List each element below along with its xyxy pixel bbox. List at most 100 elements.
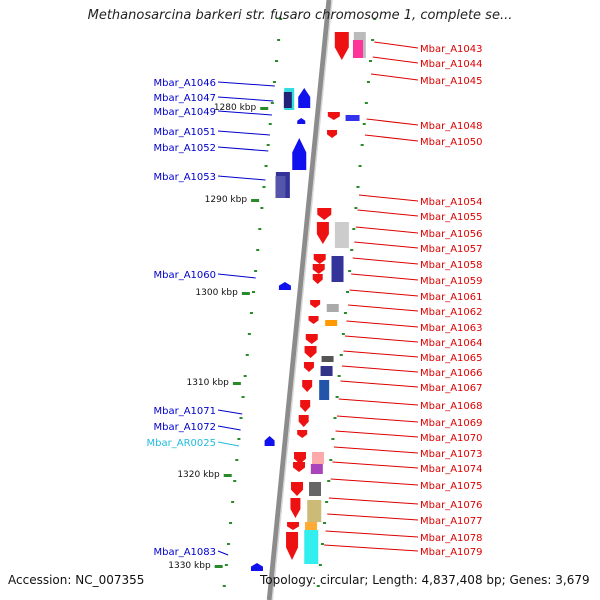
gene-block (345, 115, 360, 121)
guide-dot (325, 501, 329, 503)
gene-label-forward: Mbar_A1054 (420, 197, 483, 208)
gene-block (312, 452, 325, 464)
gene-label-forward: Mbar_A1065 (420, 353, 483, 364)
leader-line (346, 320, 419, 328)
leader-line (217, 96, 274, 102)
gene-label-reverse: Mbar_A1060 (153, 270, 216, 281)
gene-arrow (310, 300, 321, 308)
gene-labels: Mbar_A1043 Mbar_A1044 Mbar_A1045 Mbar_A1048… (147, 44, 483, 558)
gene-label-forward: Mbar_A1044 (420, 59, 483, 70)
leader-line (217, 175, 266, 181)
gene-label-forward: Mbar_A1045 (420, 76, 483, 87)
gene-arrow (316, 222, 329, 244)
leader-line (335, 430, 419, 438)
gene-block (319, 380, 330, 400)
gene-label-forward: Mbar_A1055 (420, 212, 483, 223)
leader-line (327, 513, 419, 521)
guide-dot (318, 564, 322, 566)
guide-dot (316, 585, 320, 587)
guide-dot (371, 39, 375, 41)
gene-arrow (286, 532, 299, 560)
gene-arrow (300, 400, 311, 412)
guide-dot (337, 375, 341, 377)
guide-dot (252, 291, 256, 293)
gene-label-forward: Mbar_A1048 (420, 121, 483, 132)
gene-label-forward: Mbar_A1076 (420, 500, 483, 511)
guide-dot (222, 585, 226, 587)
leader-line (332, 461, 419, 469)
leader-line (370, 73, 419, 81)
gene-label-reverse: Mbar_A1071 (153, 406, 216, 417)
leader-line (347, 304, 419, 312)
scale-ticks: 1280 kbp 1290 kbp 1300 kbp 1310 kbp 1320 kbp… (168, 103, 269, 571)
guide-dot (256, 249, 260, 251)
scale-tick-mark (251, 199, 260, 202)
gene-label-forward: Mbar_A1077 (420, 516, 483, 527)
gene-block (275, 176, 286, 198)
guide-dot (327, 480, 331, 482)
gene-label-forward: Mbar_A1066 (420, 368, 483, 379)
gene-block (321, 356, 334, 362)
leader-line (217, 273, 256, 279)
gene-arrow (312, 264, 325, 274)
guide-dot (254, 270, 258, 272)
gene-label-reverse: Mbar_A1049 (153, 107, 216, 118)
gene-label-forward: Mbar_A1057 (420, 244, 483, 255)
leader-line (217, 130, 270, 136)
scale-tick-label: 1280 kbp (214, 103, 257, 113)
gene-arrow (290, 498, 301, 518)
guide-dot (231, 501, 235, 503)
gene-block (325, 320, 338, 326)
leader-line (333, 446, 419, 454)
gene-arrow (327, 130, 338, 138)
scale-tick-label: 1290 kbp (205, 195, 248, 205)
guide-dot (268, 123, 272, 125)
gene-arrow (302, 380, 313, 392)
leader-line (217, 425, 241, 431)
leader-line (372, 56, 419, 64)
guide-dot (366, 81, 370, 83)
gene-label-forward: Mbar_A1074 (420, 464, 483, 475)
scale-tick-mark (241, 292, 250, 295)
gene-label-forward: Mbar_A1068 (420, 401, 483, 412)
gene-label-forward: Mbar_A1063 (420, 323, 483, 334)
map-title: Methanosarcina barkeri str. fusaro chrom… (87, 8, 513, 23)
leader-line (336, 415, 419, 423)
leader-line (328, 497, 419, 505)
gene-label-forward: Mbar_A1064 (420, 338, 483, 349)
gene-label-forward: Mbar_A1073 (420, 449, 483, 460)
guide-dot (270, 102, 274, 104)
leader-line (358, 194, 419, 202)
backbone-shadow (271, 0, 333, 600)
guide-dot (237, 438, 241, 440)
guide-dot (320, 543, 324, 545)
guide-dot (275, 60, 279, 62)
tick-dots (222, 18, 377, 587)
gene-label-forward: Mbar_A1062 (420, 307, 483, 318)
gene-arrow (313, 254, 326, 264)
guide-dot (350, 249, 354, 251)
leader-line (344, 335, 419, 343)
guide-dot (343, 312, 347, 314)
leader-line (355, 226, 419, 234)
chromosome-backbone (266, 0, 333, 600)
guide-dot (229, 522, 233, 524)
guide-dot (362, 123, 366, 125)
scale-tick-label: 1300 kbp (195, 288, 238, 298)
guide-dot (266, 144, 270, 146)
guide-dot (279, 18, 283, 20)
guide-dot (239, 417, 243, 419)
guide-dot (329, 459, 333, 461)
leader-line (338, 398, 419, 406)
guide-dot (235, 459, 239, 461)
guide-dot (249, 312, 253, 314)
topology-text: Topology: circular; Length: 4,837,408 bp… (260, 573, 590, 587)
gene-label-forward: Mbar_A1067 (420, 383, 483, 394)
gene-arrow (291, 482, 304, 496)
leader-line (324, 544, 419, 552)
gene-arrow (317, 208, 332, 220)
leader-line (217, 550, 229, 556)
guide-dot (226, 543, 230, 545)
gene-arrow (304, 346, 317, 358)
